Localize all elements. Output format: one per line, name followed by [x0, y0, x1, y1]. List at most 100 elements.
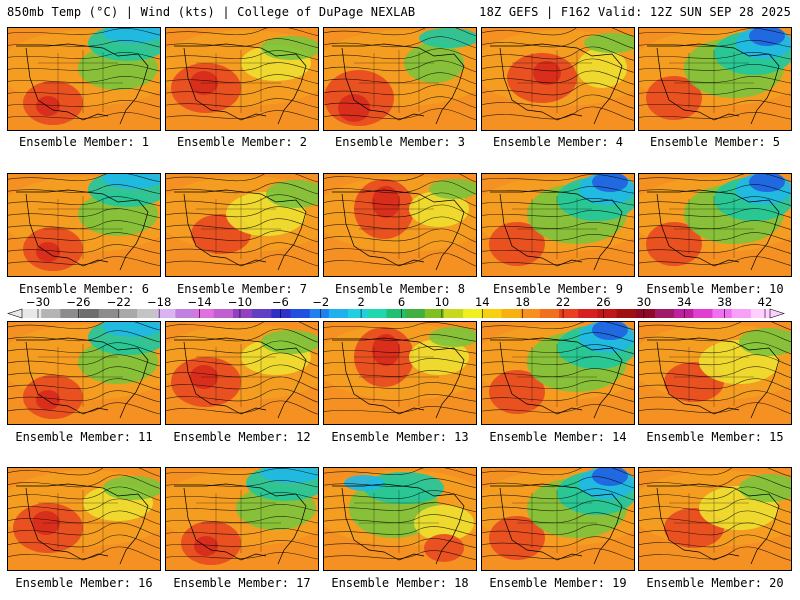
- colorbar-swatch: [597, 309, 618, 318]
- ensemble-member-label: Ensemble Member: 5: [649, 135, 781, 149]
- colorbar-tick-label: −22: [107, 295, 131, 309]
- colorbar-swatch: [654, 309, 675, 318]
- temperature-map: [639, 468, 791, 570]
- temperature-map: [482, 174, 634, 276]
- colorbar-tick-label: 10: [435, 295, 450, 309]
- colorbar-swatch: [137, 309, 157, 318]
- ensemble-member-label: Ensemble Member: 17: [173, 576, 311, 590]
- ensemble-member-label: Ensemble Member: 9: [492, 282, 624, 296]
- ensemble-map-panel: [638, 321, 792, 425]
- colorbar-swatch: [194, 309, 215, 318]
- colorbar-swatch: [693, 309, 713, 318]
- ensemble-map-panel: [323, 27, 477, 131]
- ensemble-map-panel: [638, 27, 792, 131]
- ensemble-member-label: Ensemble Member: 6: [18, 282, 150, 296]
- colorbar-swatch: [98, 309, 119, 318]
- ensemble-member-label: Ensemble Member: 12: [173, 430, 311, 444]
- valid-time: 18Z GEFS | F162 Valid: 12Z SUN SEP 28 20…: [479, 5, 791, 19]
- temperature-map: [639, 28, 791, 130]
- ensemble-map-panel: [7, 27, 161, 131]
- temperature-map: [8, 28, 160, 130]
- colorbar-tick-label: −30: [26, 295, 50, 309]
- ensemble-map-panel: [323, 321, 477, 425]
- ensemble-map-panel: [165, 27, 319, 131]
- colorbar-swatch: [328, 309, 349, 318]
- map-title: 850mb Temp (°C) | Wind (kts) | College o…: [7, 5, 416, 19]
- ensemble-map-panel: [481, 467, 635, 571]
- ensemble-member-label: Ensemble Member: 16: [15, 576, 153, 590]
- ensemble-map-panel: [7, 467, 161, 571]
- ensemble-member-label: Ensemble Member: 10: [646, 282, 784, 296]
- temperature-map: [324, 174, 476, 276]
- colorbar-swatch: [520, 309, 541, 318]
- ensemble-member-label: Ensemble Member: 18: [331, 576, 469, 590]
- colorbar-tick-label: −14: [187, 295, 211, 309]
- temperature-map: [8, 468, 160, 570]
- ensemble-map-panel: [7, 321, 161, 425]
- colorbar-swatch: [79, 309, 100, 318]
- ensemble-map-panel: [165, 173, 319, 277]
- colorbar-tick-label: −10: [228, 295, 252, 309]
- colorbar-tick-label: 22: [556, 295, 571, 309]
- colorbar-swatch: [386, 309, 407, 318]
- ensemble-map-panel: [481, 321, 635, 425]
- ensemble-member-label: Ensemble Member: 1: [18, 135, 150, 149]
- colorbar-swatch: [750, 309, 771, 318]
- colorbar-tick-label: −18: [147, 295, 171, 309]
- colorbar-tick-label: 26: [596, 295, 611, 309]
- temperature-map: [166, 174, 318, 276]
- colorbar-swatch: [213, 309, 234, 318]
- ensemble-map-panel: [165, 321, 319, 425]
- ensemble-member-label: Ensemble Member: 11: [15, 430, 153, 444]
- colorbar-swatch: [712, 309, 733, 318]
- colorbar-swatch: [578, 309, 598, 318]
- colorbar-tick-label: 42: [758, 295, 773, 309]
- colorbar-swatch: [616, 309, 637, 318]
- temperature-map: [166, 322, 318, 424]
- ensemble-member-label: Ensemble Member: 19: [489, 576, 627, 590]
- ensemble-map-panel: [481, 173, 635, 277]
- temperature-map: [8, 174, 160, 276]
- colorbar-swatch: [443, 309, 464, 318]
- colorbar-swatch: [405, 309, 426, 318]
- colorbar-swatch: [271, 309, 292, 318]
- colorbar-swatch: [424, 309, 445, 318]
- colorbar-swatch: [117, 309, 138, 318]
- temperature-map: [166, 468, 318, 570]
- colorbar-tick-label: −6: [272, 295, 289, 309]
- colorbar-swatch: [501, 309, 522, 318]
- colorbar-tick-label: −26: [66, 295, 90, 309]
- colorbar-swatch: [252, 309, 272, 318]
- colorbar-swatch: [41, 309, 61, 318]
- colorbar-swatch: [348, 309, 368, 318]
- temperature-map: [166, 28, 318, 130]
- colorbar-tick-label: 14: [475, 295, 490, 309]
- ensemble-member-label: Ensemble Member: 15: [646, 430, 784, 444]
- ensemble-map-panel: [7, 173, 161, 277]
- ensemble-member-label: Ensemble Member: 2: [176, 135, 308, 149]
- temperature-map: [324, 322, 476, 424]
- temperature-colorbar: −30 −26 −22 −18 −14 −10 −6 −2 2 6 10 14 18 22 26 30 34 38…: [7, 295, 785, 319]
- temperature-map: [639, 174, 791, 276]
- ensemble-map-panel: [638, 467, 792, 571]
- ensemble-map-panel: [323, 173, 477, 277]
- colorbar-swatch: [156, 309, 176, 318]
- colorbar-swatch: [731, 309, 752, 318]
- ensemble-member-label: Ensemble Member: 4: [492, 135, 624, 149]
- colorbar-tick-label: −2: [312, 295, 329, 309]
- temperature-map: [482, 322, 634, 424]
- colorbar-swatch: [635, 309, 656, 318]
- colorbar-swatch: [539, 309, 560, 318]
- colorbar-swatch: [60, 309, 81, 318]
- ensemble-map-panel: [481, 27, 635, 131]
- temperature-map: [324, 468, 476, 570]
- colorbar-swatch: [482, 309, 502, 318]
- ensemble-member-label: Ensemble Member: 13: [331, 430, 469, 444]
- colorbar-min-arrow: [7, 308, 23, 319]
- temperature-map: [639, 322, 791, 424]
- colorbar-swatch: [559, 309, 579, 318]
- colorbar-max-arrow: [769, 308, 785, 319]
- ensemble-member-label: Ensemble Member: 8: [334, 282, 466, 296]
- colorbar-tick-label: 6: [398, 295, 405, 309]
- colorbar-swatch: [309, 309, 330, 318]
